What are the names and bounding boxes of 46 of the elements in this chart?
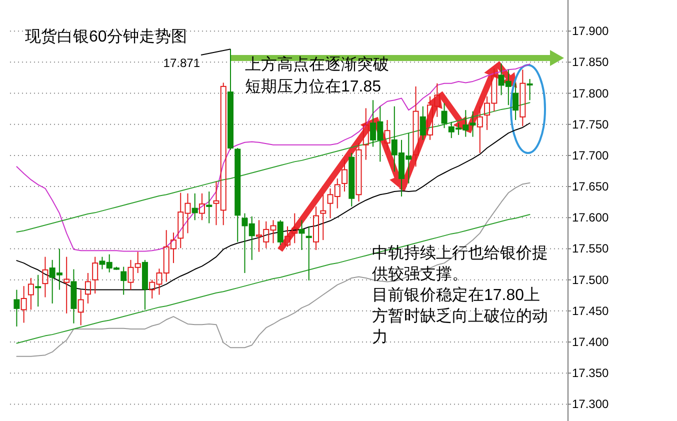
y-tick-label: 17.750 (572, 117, 610, 132)
candlestick (306, 226, 312, 281)
candlestick (412, 86, 419, 168)
candlestick (384, 120, 390, 150)
candlestick (420, 106, 426, 140)
y-tick-label: 17.450 (572, 304, 610, 318)
candlestick (70, 268, 77, 324)
y-tick-label: 17.500 (572, 272, 610, 287)
y-tick-label: 17.900 (572, 24, 610, 38)
candlestick (476, 106, 483, 154)
candlestick (35, 274, 42, 308)
candlestick (292, 212, 298, 244)
y-tick-label: 17.850 (572, 55, 610, 70)
candlestick (42, 256, 48, 298)
y-tick-label: 17.550 (572, 242, 610, 256)
y-tick-label: 17.600 (572, 210, 610, 225)
candlestick (526, 78, 533, 101)
candlestick (120, 266, 127, 296)
candlestick (206, 191, 212, 224)
text: 现货白银60分钟走势图 (25, 28, 187, 46)
candlestick (441, 102, 448, 129)
candlestick (298, 220, 305, 250)
y-tick-label: 17.650 (572, 180, 610, 194)
candlestick (64, 256, 70, 314)
annotation: 目前银价稳定在17.80上方暂时缺乏向上破位的动力 (372, 286, 548, 346)
candlestick (342, 159, 348, 192)
candlestick (84, 272, 91, 304)
candlestick (320, 194, 326, 241)
candlestick (20, 286, 27, 324)
y-tick-label: 17.400 (572, 335, 610, 350)
candlestick (14, 289, 20, 327)
candlestick (512, 82, 519, 121)
candlestick (313, 206, 320, 250)
y-tick-label: 17.700 (572, 148, 610, 162)
candlestick (520, 69, 526, 127)
annotation: 17.871 (163, 56, 200, 70)
y-tick-label: 17.800 (572, 86, 610, 100)
candlestick (348, 152, 355, 207)
candlestick (356, 142, 362, 202)
y-tick-label: 17.350 (572, 366, 610, 380)
candlestick (192, 192, 198, 221)
annotation: 短期压力位在17.85 (245, 78, 382, 96)
candlestick (362, 108, 369, 160)
candlestick (78, 289, 84, 326)
annotation: 上方高点在逐渐突破 (245, 56, 389, 74)
y-tick-label: 17.300 (572, 397, 610, 412)
